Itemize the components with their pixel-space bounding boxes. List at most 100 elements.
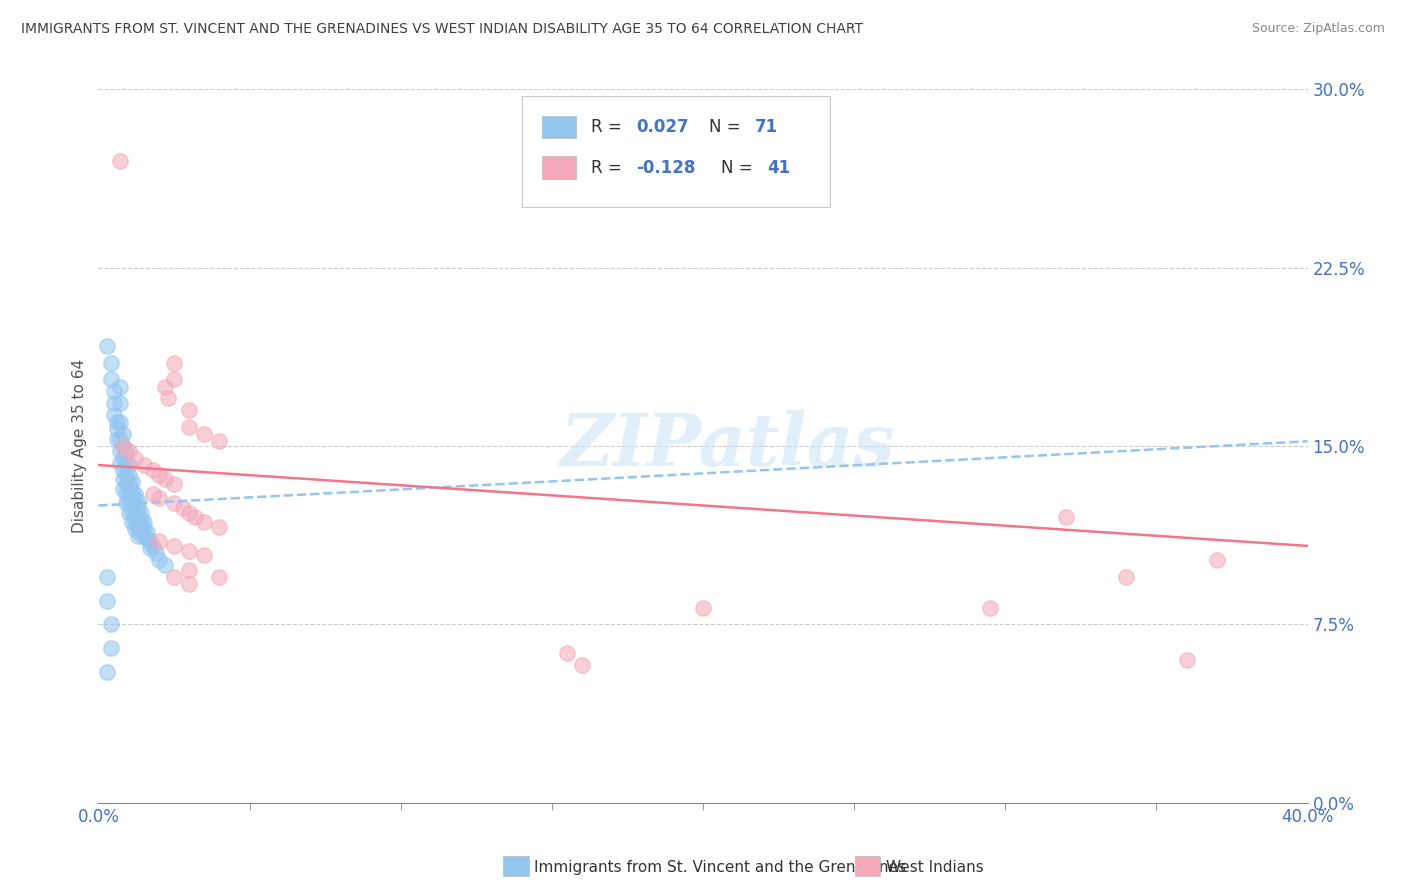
Point [132,522,155,536]
Point [124,493,146,508]
Point [111,472,134,486]
Point [132,515,155,529]
Point [108,443,131,458]
Text: Source: ZipAtlas.com: Source: ZipAtlas.com [1251,22,1385,36]
Point [114,486,136,500]
Text: R =: R = [591,159,627,177]
Point [103,396,125,410]
Point [118,467,141,482]
Point [100,372,122,386]
Point [103,408,125,422]
Point [108,396,131,410]
Point [142,463,165,477]
Bar [543,156,576,179]
Point [208,434,231,449]
Point [108,415,131,429]
Point [121,484,143,499]
Text: R =: R = [591,118,627,136]
Y-axis label: Disability Age 35 to 64: Disability Age 35 to 64 [72,359,87,533]
Point [148,553,170,567]
Point [145,546,167,560]
Point [118,443,141,458]
Point [111,450,134,465]
Point [163,570,186,584]
Point [111,482,134,496]
Point [148,467,170,482]
Text: IMMIGRANTS FROM ST. VINCENT AND THE GRENADINES VS WEST INDIAN DISABILITY AGE 35 : IMMIGRANTS FROM ST. VINCENT AND THE GREN… [21,22,863,37]
Point [179,403,201,417]
Point [96,593,118,607]
Point [1115,570,1137,584]
Point [129,513,152,527]
Point [1054,510,1077,524]
Point [156,392,179,406]
Point [193,549,215,563]
Point [179,543,201,558]
Point [1206,553,1229,567]
Point [172,500,194,515]
Point [153,558,176,572]
Point [118,486,141,500]
Point [979,600,1001,615]
Point [124,450,146,465]
Point [129,527,152,541]
Point [103,384,125,399]
Point [124,515,146,529]
Point [135,524,157,539]
Point [105,432,128,446]
Point [148,491,170,506]
Point [127,529,149,543]
Point [179,563,201,577]
Text: Immigrants from St. Vincent and the Grenadines: Immigrants from St. Vincent and the Gren… [534,861,907,875]
Text: -0.128: -0.128 [637,159,696,177]
Text: N =: N = [721,159,758,177]
Point [208,520,231,534]
Point [124,500,146,515]
Point [108,379,131,393]
Point [139,534,162,549]
Text: West Indians: West Indians [886,861,984,875]
Point [148,534,170,549]
Point [129,506,152,520]
Point [118,506,141,520]
Point [142,539,165,553]
Text: 71: 71 [755,118,778,136]
Point [163,356,186,370]
Point [208,570,231,584]
Point [114,443,136,458]
Bar [543,116,576,138]
Point [121,506,143,520]
Point [153,472,176,486]
Point [121,475,143,489]
Point [153,379,176,393]
Point [193,515,215,529]
Point [111,439,134,453]
Point [571,657,593,672]
Point [105,422,128,436]
Point [163,477,186,491]
Point [124,522,146,536]
Point [179,506,201,520]
Point [127,515,149,529]
Point [184,510,207,524]
Point [118,496,141,510]
Point [108,432,131,446]
Point [100,641,122,656]
Point [114,456,136,470]
Point [132,458,155,472]
Point [108,153,131,168]
Text: N =: N = [709,118,747,136]
Point [100,356,122,370]
Point [108,456,131,470]
Text: 0.027: 0.027 [637,118,689,136]
Point [124,508,146,522]
FancyBboxPatch shape [522,96,830,207]
Point [96,339,118,353]
Text: 41: 41 [768,159,790,177]
Point [121,491,143,506]
Point [100,617,122,632]
Point [105,415,128,429]
Point [163,372,186,386]
Point [118,458,141,472]
Point [127,522,149,536]
